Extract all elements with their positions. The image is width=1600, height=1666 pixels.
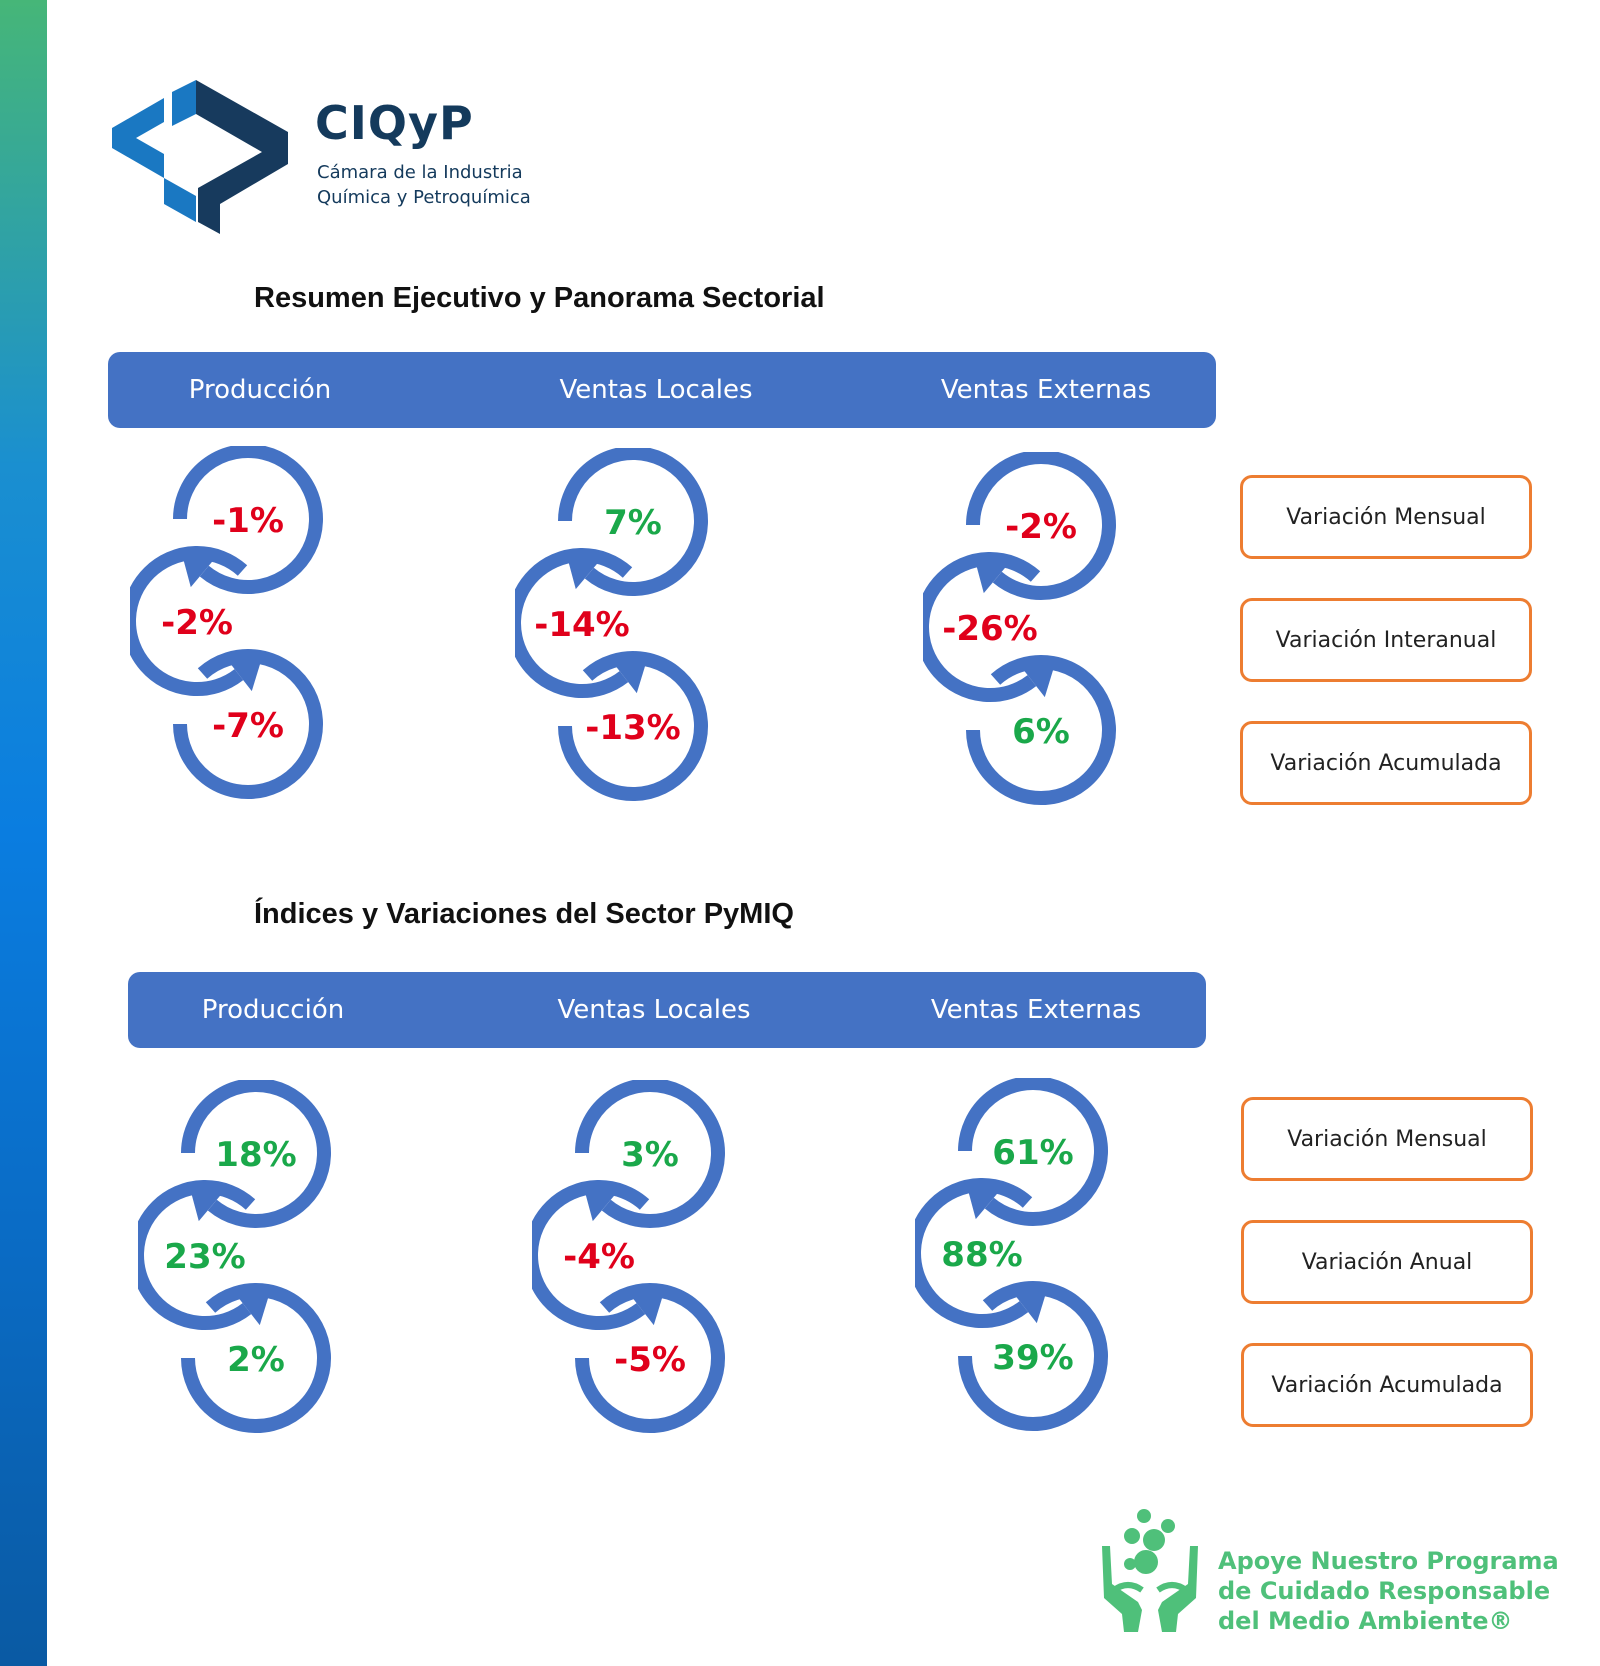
logo-subtitle-line1: Cámara de la Industria	[317, 162, 523, 183]
logo-subtitle-line2: Química y Petroquímica	[317, 187, 531, 208]
section-1-col-3-cycle: -2% -26% 6%	[923, 452, 1116, 805]
logo-subtitle: Cámara de la Industria Química y Petroqu…	[317, 160, 531, 210]
side-gradient-stripe	[0, 0, 47, 1666]
cycle-value: 23%	[164, 1237, 245, 1277]
section-2-legend-monthly: Variación Mensual	[1241, 1097, 1533, 1181]
cycle-arc	[966, 655, 1116, 805]
cycle-arrowhead	[233, 1290, 271, 1326]
logo-title: CIQyP	[315, 96, 474, 150]
cycle-value: -26%	[942, 609, 1038, 649]
section-2-col-1-cycle: 18% 23% 2%	[138, 1080, 331, 1433]
footer-message: Apoye Nuestro Programa de Cuidado Respon…	[1218, 1546, 1559, 1636]
cycle-arrowhead	[627, 1290, 665, 1326]
section-1-legend-accumulated: Variación Acumulada	[1240, 721, 1532, 805]
cycle-arc	[181, 1283, 331, 1433]
cycle-arc	[575, 1080, 725, 1228]
cycle-value: 18%	[215, 1135, 296, 1175]
section-1-col-2-label: Ventas Locales	[559, 375, 753, 405]
cycle-arc	[532, 1180, 650, 1330]
cycle-arc	[966, 452, 1116, 600]
section-1-header-band: Producción Ventas Locales Ventas Externa…	[108, 352, 1216, 428]
cycle-value: 2%	[227, 1340, 285, 1380]
cycle-arc	[181, 1080, 331, 1228]
cycle-value: -7%	[212, 706, 284, 746]
cycle-arrowhead	[610, 658, 648, 694]
cycle-arc	[173, 649, 323, 799]
cycle-arc	[515, 548, 633, 698]
section-1-title: Resumen Ejecutivo y Panorama Sectorial	[254, 282, 825, 314]
cycle-arrowhead	[1010, 1288, 1048, 1324]
cycle-value: -5%	[614, 1340, 686, 1380]
section-1-legend-monthly: Variación Mensual	[1240, 475, 1532, 559]
section-2-col-3-label: Ventas Externas	[930, 995, 1142, 1025]
cycle-value: -13%	[585, 708, 681, 748]
cycle-value: 7%	[604, 503, 662, 543]
section-2-legend-accumulated: Variación Acumulada	[1241, 1343, 1533, 1427]
cycle-arc	[173, 446, 323, 594]
cycle-value: -2%	[161, 603, 233, 643]
footer-line-3: del Medio Ambiente®	[1218, 1607, 1513, 1635]
cycle-arc	[958, 1078, 1108, 1226]
section-2-col-1-label: Producción	[201, 995, 345, 1025]
section-1-col-1-label: Producción	[188, 375, 332, 405]
cycle-value: -4%	[563, 1237, 635, 1277]
section-1-legend-interannual: Variación Interanual	[1240, 598, 1532, 682]
section-2-legend-annual: Variación Anual	[1241, 1220, 1533, 1304]
cycle-value: -1%	[212, 501, 284, 541]
section-1-col-1-cycle: -1% -2% -7%	[130, 446, 323, 799]
cycle-value: 6%	[1012, 712, 1070, 752]
cycle-value: 3%	[621, 1135, 679, 1175]
footer-line-1: Apoye Nuestro Programa	[1218, 1547, 1559, 1575]
footer-line-2: de Cuidado Responsable	[1218, 1577, 1551, 1605]
section-2-header-band: Producción Ventas Locales Ventas Externa…	[128, 972, 1206, 1048]
cycle-arc	[915, 1178, 1033, 1328]
environment-hands-icon	[1102, 1509, 1198, 1632]
cycle-arc	[138, 1180, 256, 1330]
cycle-value: 61%	[992, 1133, 1073, 1173]
cycle-value: 39%	[992, 1338, 1073, 1378]
cycle-arrowhead	[225, 656, 263, 692]
cycle-arc	[923, 552, 1041, 702]
cycle-arc	[575, 1283, 725, 1433]
cycle-arrowhead	[1018, 662, 1056, 698]
section-2-title: Índices y Variaciones del Sector PyMIQ	[254, 898, 794, 930]
cycle-arc	[130, 546, 248, 696]
section-2-col-3-cycle: 61% 88% 39%	[915, 1078, 1108, 1431]
cycle-arc	[958, 1281, 1108, 1431]
ciqyp-logo-icon	[112, 80, 288, 234]
cycle-arc	[558, 448, 708, 596]
section-1-col-3-label: Ventas Externas	[940, 375, 1152, 405]
cycle-value: -2%	[1005, 507, 1077, 547]
section-2-col-2-label: Ventas Locales	[557, 995, 751, 1025]
cycle-arc	[558, 651, 708, 801]
cycle-value: 88%	[941, 1235, 1022, 1275]
cycle-value: -14%	[534, 605, 630, 645]
section-2-col-2-cycle: 3% -4% -5%	[532, 1080, 725, 1433]
section-1-col-2-cycle: 7% -14% -13%	[515, 448, 708, 801]
